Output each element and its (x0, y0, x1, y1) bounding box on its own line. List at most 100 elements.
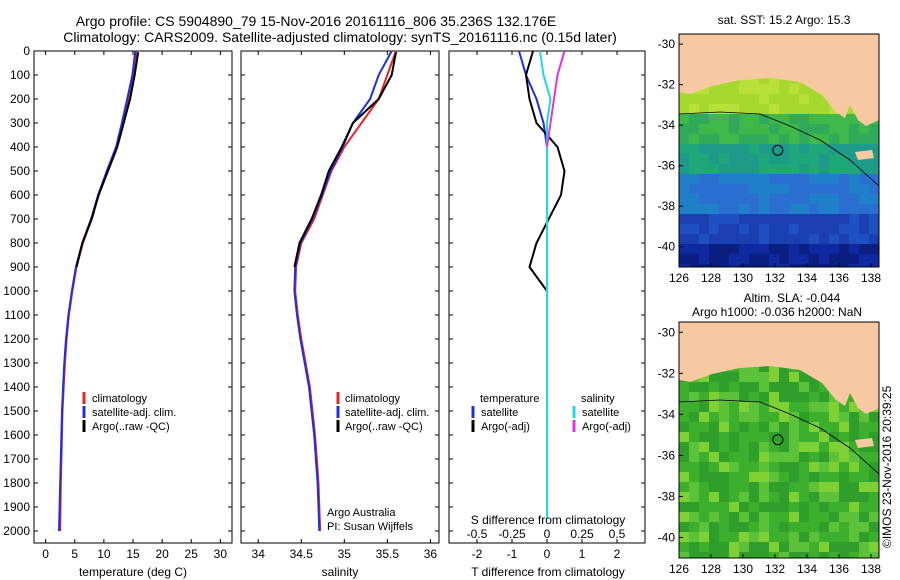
field-cell (829, 134, 839, 144)
field-cell (789, 174, 799, 184)
field-cell (739, 134, 749, 144)
field-cell (829, 552, 839, 558)
field-cell (729, 164, 739, 174)
field-cell (749, 492, 759, 502)
field-cell (699, 244, 709, 254)
field-cell (769, 542, 779, 552)
field-cell (749, 194, 759, 204)
field-cell (719, 264, 729, 267)
field-cell (729, 244, 739, 254)
field-cell (699, 402, 709, 412)
field-cell (779, 522, 789, 532)
field-cell (679, 492, 689, 502)
field-cell (709, 492, 719, 502)
field-cell (819, 204, 829, 214)
x-tick-label: 36 (424, 547, 438, 561)
field-cell (789, 134, 799, 144)
field-cell (769, 224, 779, 234)
field-cell (709, 244, 719, 254)
field-cell (699, 204, 709, 214)
field-cell (799, 124, 809, 134)
field-cell (699, 144, 709, 154)
x-tick-label: 15 (126, 547, 140, 561)
field-cell (789, 402, 799, 412)
field-cell (709, 214, 719, 224)
salinity-legend: climatology satellite-adj. clim. Argo(..… (336, 392, 429, 433)
lon-tick-label: 130 (733, 271, 753, 285)
field-cell (759, 214, 769, 224)
field-cell (679, 134, 689, 144)
field-cell (759, 472, 769, 482)
field-cell (679, 552, 689, 558)
sla-map-panel: Altim. SLA: -0.044 Argo h1000: -0.036 h2… (658, 291, 882, 576)
field-cell (809, 94, 819, 104)
field-cell (839, 164, 849, 174)
field-cell (759, 512, 769, 522)
y-tick-label: 1200 (3, 332, 30, 346)
argo-location-marker (772, 434, 784, 446)
x-tick-label: 0 (544, 547, 551, 561)
argo-location-marker (772, 144, 784, 156)
field-cell (769, 502, 779, 512)
field-cell (799, 512, 809, 522)
field-cell (829, 154, 839, 164)
field-cell (779, 552, 789, 558)
field-cell (829, 234, 839, 244)
field-cell (819, 104, 829, 114)
field-cell (809, 224, 819, 234)
field-cell (689, 114, 699, 124)
field-cell (699, 184, 709, 194)
field-cell (759, 362, 769, 372)
field-cell (789, 472, 799, 482)
field-cell (779, 462, 789, 472)
field-cell (869, 264, 879, 267)
field-cell (789, 522, 799, 532)
field-cell (869, 532, 879, 542)
field-cell (809, 512, 819, 522)
field-cell (819, 442, 829, 452)
field-cell (729, 422, 739, 432)
sst-map-frame (678, 33, 880, 268)
lon-tick-label: 136 (829, 271, 849, 285)
field-cell (689, 234, 699, 244)
field-cell (819, 164, 829, 174)
field-cell (759, 194, 769, 204)
field-cell (719, 402, 729, 412)
bathymetry-contour (679, 399, 879, 475)
field-cell (809, 184, 819, 194)
x-tick-label: 35.5 (376, 547, 400, 561)
field-cell (769, 204, 779, 214)
field-cell (809, 264, 819, 267)
field-cell (729, 204, 739, 214)
field-cell (679, 254, 689, 264)
field-cell (849, 244, 859, 254)
field-cell (859, 174, 869, 184)
field-cell (769, 244, 779, 254)
y-tick-label: 100 (10, 68, 30, 82)
salinity-axes-frame (240, 50, 440, 544)
lon-tick-label: 132 (765, 562, 785, 576)
field-cell (699, 194, 709, 204)
field-cell (699, 442, 709, 452)
field-cell (749, 94, 759, 104)
field-cell (799, 264, 809, 267)
field-cell (819, 194, 829, 204)
field-cell (789, 84, 799, 94)
field-cell (699, 234, 709, 244)
field-cell (809, 164, 819, 174)
field-cell (679, 264, 689, 267)
field-cell (799, 204, 809, 214)
field-cell (769, 114, 779, 124)
field-cell (729, 372, 739, 382)
field-cell (809, 422, 819, 432)
field-cell (839, 472, 849, 482)
field-cell (819, 472, 829, 482)
field-cell (839, 234, 849, 244)
field-cell (739, 422, 749, 432)
field-cell (759, 432, 769, 442)
x-tick-label: 5 (71, 547, 78, 561)
field-cell (839, 194, 849, 204)
field-cell (729, 512, 739, 522)
field-cell (729, 412, 739, 422)
field-cell (739, 392, 749, 402)
